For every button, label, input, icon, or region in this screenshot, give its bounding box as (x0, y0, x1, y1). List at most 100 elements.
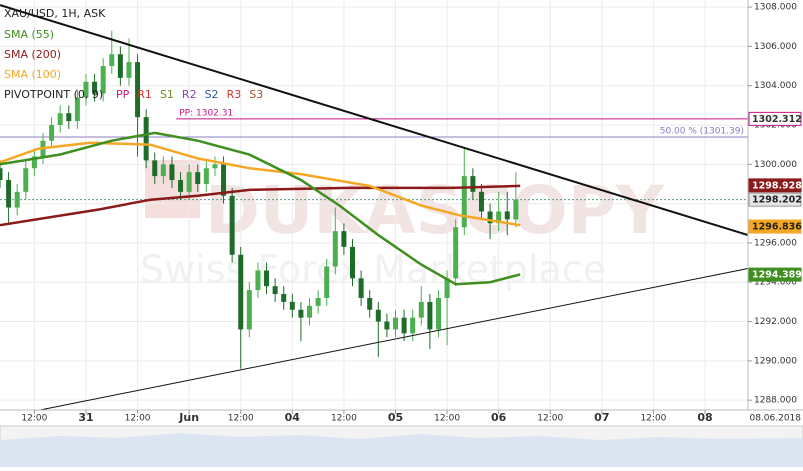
candle-body (126, 62, 132, 78)
x-tick-label: 08 (697, 411, 712, 424)
y-tick-label: 1308.000 (754, 3, 797, 13)
sma-line (0, 184, 521, 227)
price-badge-label: 1294.389 (752, 270, 802, 281)
candle-body (289, 301, 295, 310)
x-tick-label: 12:00 (640, 414, 666, 424)
level-label: 50.00 % (1301.39) (660, 126, 744, 136)
sma-line (0, 131, 521, 286)
candle-body (100, 66, 106, 94)
candle-body (255, 270, 261, 291)
date-label: 08.06.2018 (749, 414, 801, 424)
pivot-legend-item: S3 (249, 88, 263, 101)
x-tick-label: 06 (491, 411, 507, 424)
candle-body (109, 54, 115, 67)
candle-body (143, 117, 149, 161)
pivot-legend-item: PP (116, 88, 130, 101)
candle-body (74, 97, 80, 122)
pivot-legend-item: S2 (205, 88, 219, 101)
legend-entry: SMA (55) (4, 28, 54, 41)
candle-body (410, 317, 416, 334)
candle-body (358, 278, 364, 298)
price-badge-label: 1302.312 (752, 114, 802, 125)
candle-body (117, 54, 123, 78)
candle-body (0, 168, 3, 181)
candle-body (504, 211, 510, 220)
candle-body (478, 191, 484, 212)
navigator-area (0, 433, 803, 467)
candle-body (212, 164, 218, 169)
price-badge (748, 178, 802, 193)
candle-body (444, 278, 450, 298)
candle-body (332, 231, 338, 267)
y-tick-label: 1300.000 (754, 160, 797, 170)
candle-body (246, 290, 252, 330)
price-badge (748, 192, 802, 207)
y-tick-label: 1288.000 (754, 396, 797, 406)
candle-body (221, 164, 227, 196)
price-badge-label: 1298.202 (752, 195, 802, 206)
y-tick-label: 1296.000 (754, 238, 797, 248)
candle-body (135, 62, 141, 118)
candle-body (513, 199, 519, 220)
price-badge-label: 1298.928 (752, 180, 802, 191)
candle-body (307, 305, 313, 318)
sma-line (0, 141, 521, 227)
y-tick-label: 1292.000 (754, 317, 797, 327)
candle-body (195, 172, 201, 184)
candle-body (392, 317, 398, 330)
navigator (0, 425, 803, 468)
candle-body (418, 301, 424, 318)
candle-body (367, 297, 373, 310)
candle-body (427, 301, 433, 330)
y-tick-label: 1306.000 (754, 42, 797, 52)
candle-body (487, 211, 493, 224)
candle-body (57, 113, 63, 126)
legend-title: XAU/USD, 1H, ASK (4, 7, 106, 20)
x-tick-label: 04 (285, 411, 301, 424)
candle-body (186, 172, 192, 192)
candle-body (461, 176, 467, 228)
candle-body (401, 317, 407, 334)
pivot-legend-item: R3 (227, 88, 242, 101)
candle-body (453, 227, 459, 279)
level-label: PP: 1302.31 (179, 108, 233, 118)
pivot-legend-item: R2 (182, 88, 197, 101)
x-tick-label: 12:00 (331, 414, 357, 424)
x-tick-label: 12:00 (228, 414, 254, 424)
x-tick-label: 12:00 (21, 414, 47, 424)
candle-body (375, 309, 381, 322)
candle-body (324, 266, 330, 298)
x-tick-label: 12:00 (125, 414, 151, 424)
pivot-legend-item: R1 (137, 88, 152, 101)
watermark-text: DUKASCOPY (205, 172, 665, 249)
candle-body (298, 309, 304, 318)
candle-body (6, 180, 12, 208)
candle-body (264, 270, 270, 287)
y-tick-label: 1304.000 (754, 81, 797, 91)
candle-body (92, 81, 98, 94)
price-badge (748, 111, 802, 126)
y-tick-label: 1294.000 (754, 278, 797, 288)
x-tick-label: 05 (388, 411, 403, 424)
candle-body (384, 321, 390, 330)
candle-body (178, 180, 184, 192)
price-badge (748, 219, 802, 234)
candle-body (83, 81, 89, 98)
candle-body (238, 254, 244, 330)
candle-body (341, 231, 347, 247)
legend-entry: SMA (100) (4, 68, 61, 81)
watermark-subtext: Swiss Forex Marketplace (140, 248, 606, 292)
legend-entry: PIVOTPOINT (0, 9) (4, 88, 103, 101)
y-tick-label: 1290.000 (754, 356, 797, 366)
pivot-legend-item: S1 (160, 88, 174, 101)
price-badge-label: 1296.836 (752, 222, 802, 233)
legend-entry: SMA (200) (4, 48, 61, 61)
watermark: DUKASCOPY Swiss Forex Marketplace (140, 160, 665, 292)
trendline (39, 268, 749, 411)
candle-body (169, 164, 175, 181)
trendline (0, 4, 749, 237)
price-badge (748, 267, 802, 282)
candle-body (272, 286, 278, 295)
